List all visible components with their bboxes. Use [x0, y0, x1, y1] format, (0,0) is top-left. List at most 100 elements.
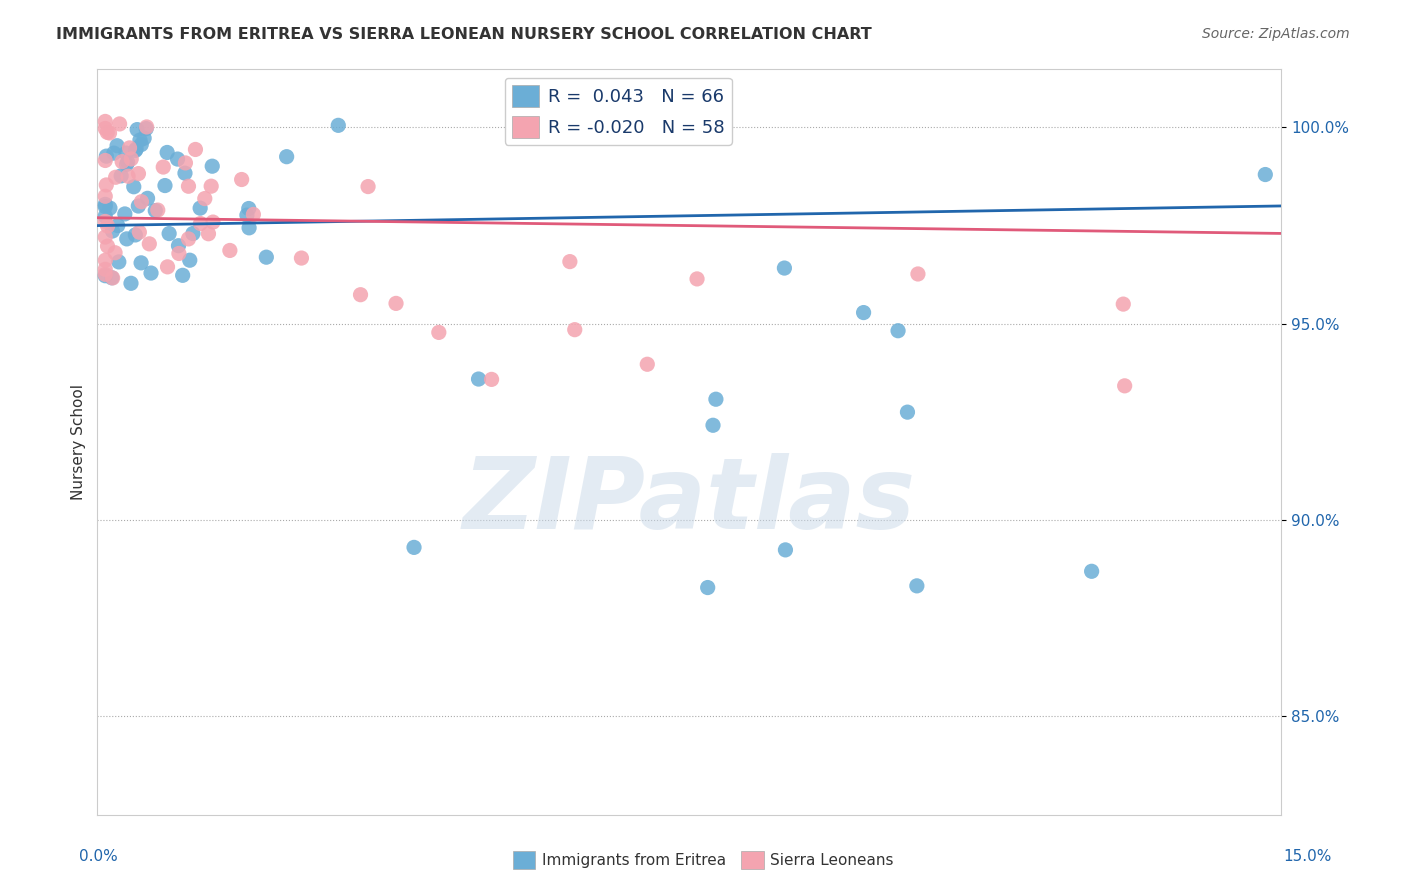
Point: [94, 209, 117, 223]
Point: [564, 323, 586, 337]
Point: [127, 199, 149, 213]
Point: [96, 125, 118, 139]
Point: [174, 166, 197, 180]
Text: IMMIGRANTS FROM ERITREA VS SIERRA LEONEAN NURSERY SCHOOL CORRELATION CHART: IMMIGRANTS FROM ERITREA VS SIERRA LEONEA…: [56, 27, 872, 42]
Point: [96, 149, 118, 163]
Point: [177, 232, 200, 246]
Point: [98, 126, 121, 140]
Point: [201, 215, 224, 229]
Point: [94, 253, 117, 268]
Point: [167, 238, 190, 252]
Point: [153, 178, 176, 193]
Point: [104, 245, 127, 260]
Point: [139, 266, 162, 280]
Point: [96, 178, 118, 192]
Text: Source: ZipAtlas.com: Source: ZipAtlas.com: [1202, 27, 1350, 41]
Point: [125, 142, 148, 156]
Point: [686, 272, 709, 286]
Point: [127, 122, 149, 136]
Point: [852, 305, 875, 319]
Point: [94, 268, 117, 282]
Point: [105, 138, 128, 153]
Point: [238, 202, 260, 216]
Point: [236, 208, 259, 222]
Point: [104, 170, 127, 185]
Point: [110, 169, 132, 183]
Point: [124, 227, 146, 242]
Point: [238, 220, 260, 235]
Point: [427, 326, 450, 340]
Point: [101, 270, 124, 285]
Point: [94, 121, 117, 136]
Point: [702, 418, 724, 433]
Point: [242, 207, 264, 221]
Text: 15.0%: 15.0%: [1284, 849, 1331, 863]
Point: [103, 146, 125, 161]
Point: [696, 581, 718, 595]
Point: [172, 268, 194, 283]
Point: [775, 542, 797, 557]
Point: [136, 191, 159, 205]
Point: [467, 372, 489, 386]
Point: [122, 179, 145, 194]
Point: [117, 169, 139, 184]
Point: [905, 579, 928, 593]
Point: [177, 179, 200, 194]
Point: [197, 227, 219, 241]
Point: [107, 219, 129, 233]
Point: [131, 194, 153, 209]
Point: [98, 201, 121, 215]
Point: [174, 156, 197, 170]
Point: [134, 131, 156, 145]
Point: [636, 357, 658, 371]
Point: [135, 121, 157, 136]
Point: [194, 192, 217, 206]
Text: ZIPatlas: ZIPatlas: [463, 453, 915, 549]
Point: [276, 150, 298, 164]
Point: [94, 214, 117, 228]
Point: [94, 197, 117, 211]
Point: [157, 227, 180, 241]
Point: [887, 324, 910, 338]
Point: [129, 137, 152, 152]
Point: [138, 236, 160, 251]
Point: [135, 120, 157, 134]
Point: [773, 261, 796, 276]
Point: [1112, 297, 1135, 311]
Point: [156, 260, 179, 274]
Point: [328, 119, 350, 133]
Point: [558, 254, 581, 268]
Point: [124, 144, 146, 158]
Point: [114, 207, 136, 221]
Point: [101, 224, 124, 238]
Point: [896, 405, 918, 419]
Point: [231, 172, 253, 186]
Point: [115, 146, 138, 161]
Point: [115, 157, 138, 171]
Text: 0.0%: 0.0%: [79, 849, 118, 863]
Point: [118, 141, 141, 155]
Point: [108, 255, 131, 269]
Point: [349, 287, 371, 301]
Point: [1080, 564, 1102, 578]
Point: [94, 230, 117, 244]
Point: [704, 392, 727, 407]
Point: [201, 159, 224, 173]
Point: [94, 153, 117, 168]
Point: [127, 167, 149, 181]
Point: [152, 160, 174, 174]
Point: [188, 201, 211, 215]
Point: [402, 541, 425, 555]
Point: [181, 227, 204, 241]
Point: [108, 117, 131, 131]
Point: [166, 152, 188, 166]
Point: [128, 225, 150, 239]
Point: [120, 152, 142, 166]
Point: [94, 268, 117, 283]
Point: [481, 372, 503, 386]
Point: [179, 253, 201, 268]
Point: [94, 262, 117, 277]
Point: [117, 155, 139, 169]
Point: [129, 133, 152, 147]
Point: [94, 189, 117, 203]
